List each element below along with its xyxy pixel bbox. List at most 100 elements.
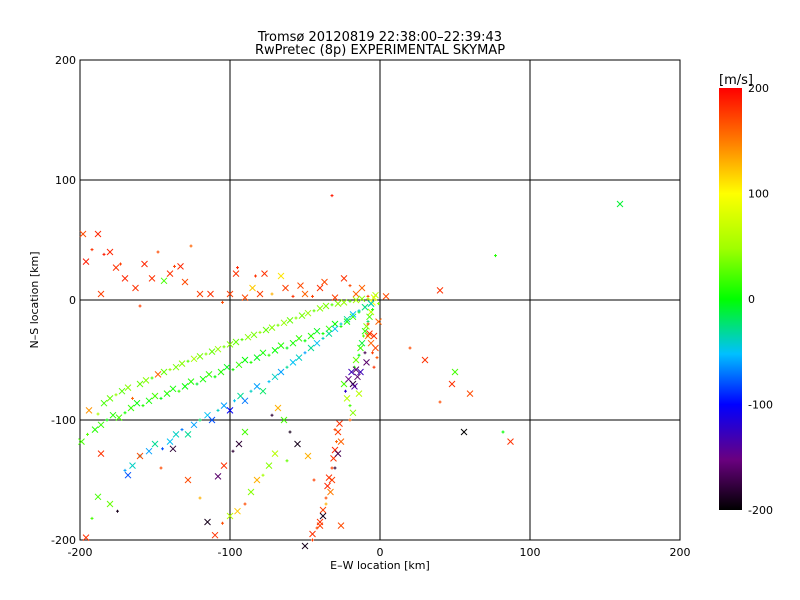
data-point <box>354 373 361 381</box>
data-point <box>312 478 316 482</box>
data-point <box>78 438 85 445</box>
data-point <box>184 431 192 438</box>
data-point <box>259 349 267 357</box>
data-point <box>186 359 190 363</box>
data-point <box>241 294 249 301</box>
data-point <box>304 452 312 460</box>
data-point <box>277 342 285 349</box>
data-point <box>321 336 325 340</box>
data-point <box>106 500 114 508</box>
data-point <box>270 292 274 296</box>
data-point <box>226 341 234 348</box>
data-point <box>196 353 204 360</box>
data-point <box>358 339 366 347</box>
data-point <box>366 330 373 337</box>
data-point <box>301 542 309 550</box>
data-point <box>254 274 257 278</box>
data-point <box>232 270 240 277</box>
data-point <box>366 297 370 301</box>
x-tick-label: -200 <box>68 546 93 559</box>
data-point <box>160 368 168 376</box>
data-point <box>336 420 343 427</box>
data-point <box>294 316 298 320</box>
data-point <box>324 502 328 506</box>
data-point <box>96 412 100 416</box>
data-point <box>181 278 189 286</box>
data-point <box>352 366 360 373</box>
data-point <box>448 380 456 388</box>
data-point <box>94 493 102 501</box>
data-point <box>288 430 292 434</box>
data-point <box>267 353 271 357</box>
data-point <box>204 352 208 356</box>
data-point <box>358 295 366 303</box>
data-point <box>85 407 93 414</box>
data-point <box>348 418 352 422</box>
data-point <box>327 488 334 496</box>
data-point <box>226 407 234 414</box>
data-point <box>114 393 118 397</box>
data-point <box>94 230 102 238</box>
data-point <box>348 284 352 288</box>
data-point <box>97 450 105 457</box>
data-point <box>361 327 369 335</box>
data-point <box>357 309 361 313</box>
data-point <box>321 278 328 286</box>
data-point <box>313 327 321 335</box>
data-point <box>234 507 241 515</box>
data-point <box>276 323 280 327</box>
colorbar-tick-label: -100 <box>748 399 773 412</box>
data-point <box>331 320 339 328</box>
y-axis-label: N–S location [km] <box>28 251 41 348</box>
data-point <box>337 522 345 529</box>
data-point <box>236 266 239 270</box>
data-point <box>367 300 375 307</box>
data-point <box>298 312 306 319</box>
data-point <box>232 338 240 346</box>
data-point <box>361 303 369 311</box>
data-point <box>195 382 199 386</box>
data-point <box>159 396 163 400</box>
data-point <box>328 476 336 484</box>
data-point <box>121 275 129 282</box>
data-point <box>132 284 139 292</box>
data-point <box>159 466 163 470</box>
data-point <box>294 440 301 448</box>
data-point <box>307 344 315 352</box>
data-point <box>333 428 337 432</box>
data-point <box>86 432 89 436</box>
data-point <box>145 397 153 405</box>
data-point <box>304 309 312 317</box>
data-point <box>343 315 351 323</box>
data-point <box>375 356 379 360</box>
data-point <box>357 353 361 357</box>
data-point <box>460 428 468 436</box>
data-point <box>285 346 289 350</box>
data-point <box>507 438 514 445</box>
data-point <box>235 361 243 369</box>
y-tick-label: 0 <box>69 294 76 307</box>
data-point <box>250 331 258 339</box>
data-point <box>163 390 171 397</box>
data-point <box>116 509 119 513</box>
data-point <box>172 363 180 371</box>
data-point <box>105 418 109 422</box>
data-point <box>189 244 193 248</box>
data-point <box>151 392 159 400</box>
data-point <box>222 345 226 349</box>
data-point <box>91 426 99 433</box>
data-point <box>249 284 256 292</box>
x-axis-label: E–W location [km] <box>330 559 430 572</box>
data-point <box>253 476 261 484</box>
data-point <box>241 428 249 436</box>
data-point <box>344 389 347 393</box>
data-point <box>333 466 337 470</box>
data-point <box>220 462 228 469</box>
x-tick-label: -100 <box>218 546 243 559</box>
data-point <box>309 530 316 538</box>
data-point <box>307 332 315 340</box>
data-point <box>109 411 117 419</box>
chart-subtitle: RwPretec (8p) EXPERIMENTAL SKYMAP <box>255 43 505 58</box>
data-point <box>145 447 153 455</box>
data-point <box>240 338 244 342</box>
